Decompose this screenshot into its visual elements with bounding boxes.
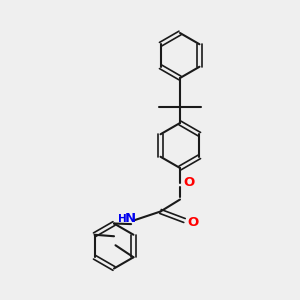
Text: N: N	[124, 212, 136, 226]
Text: H: H	[118, 214, 127, 224]
Text: O: O	[184, 176, 195, 190]
Text: O: O	[188, 215, 199, 229]
